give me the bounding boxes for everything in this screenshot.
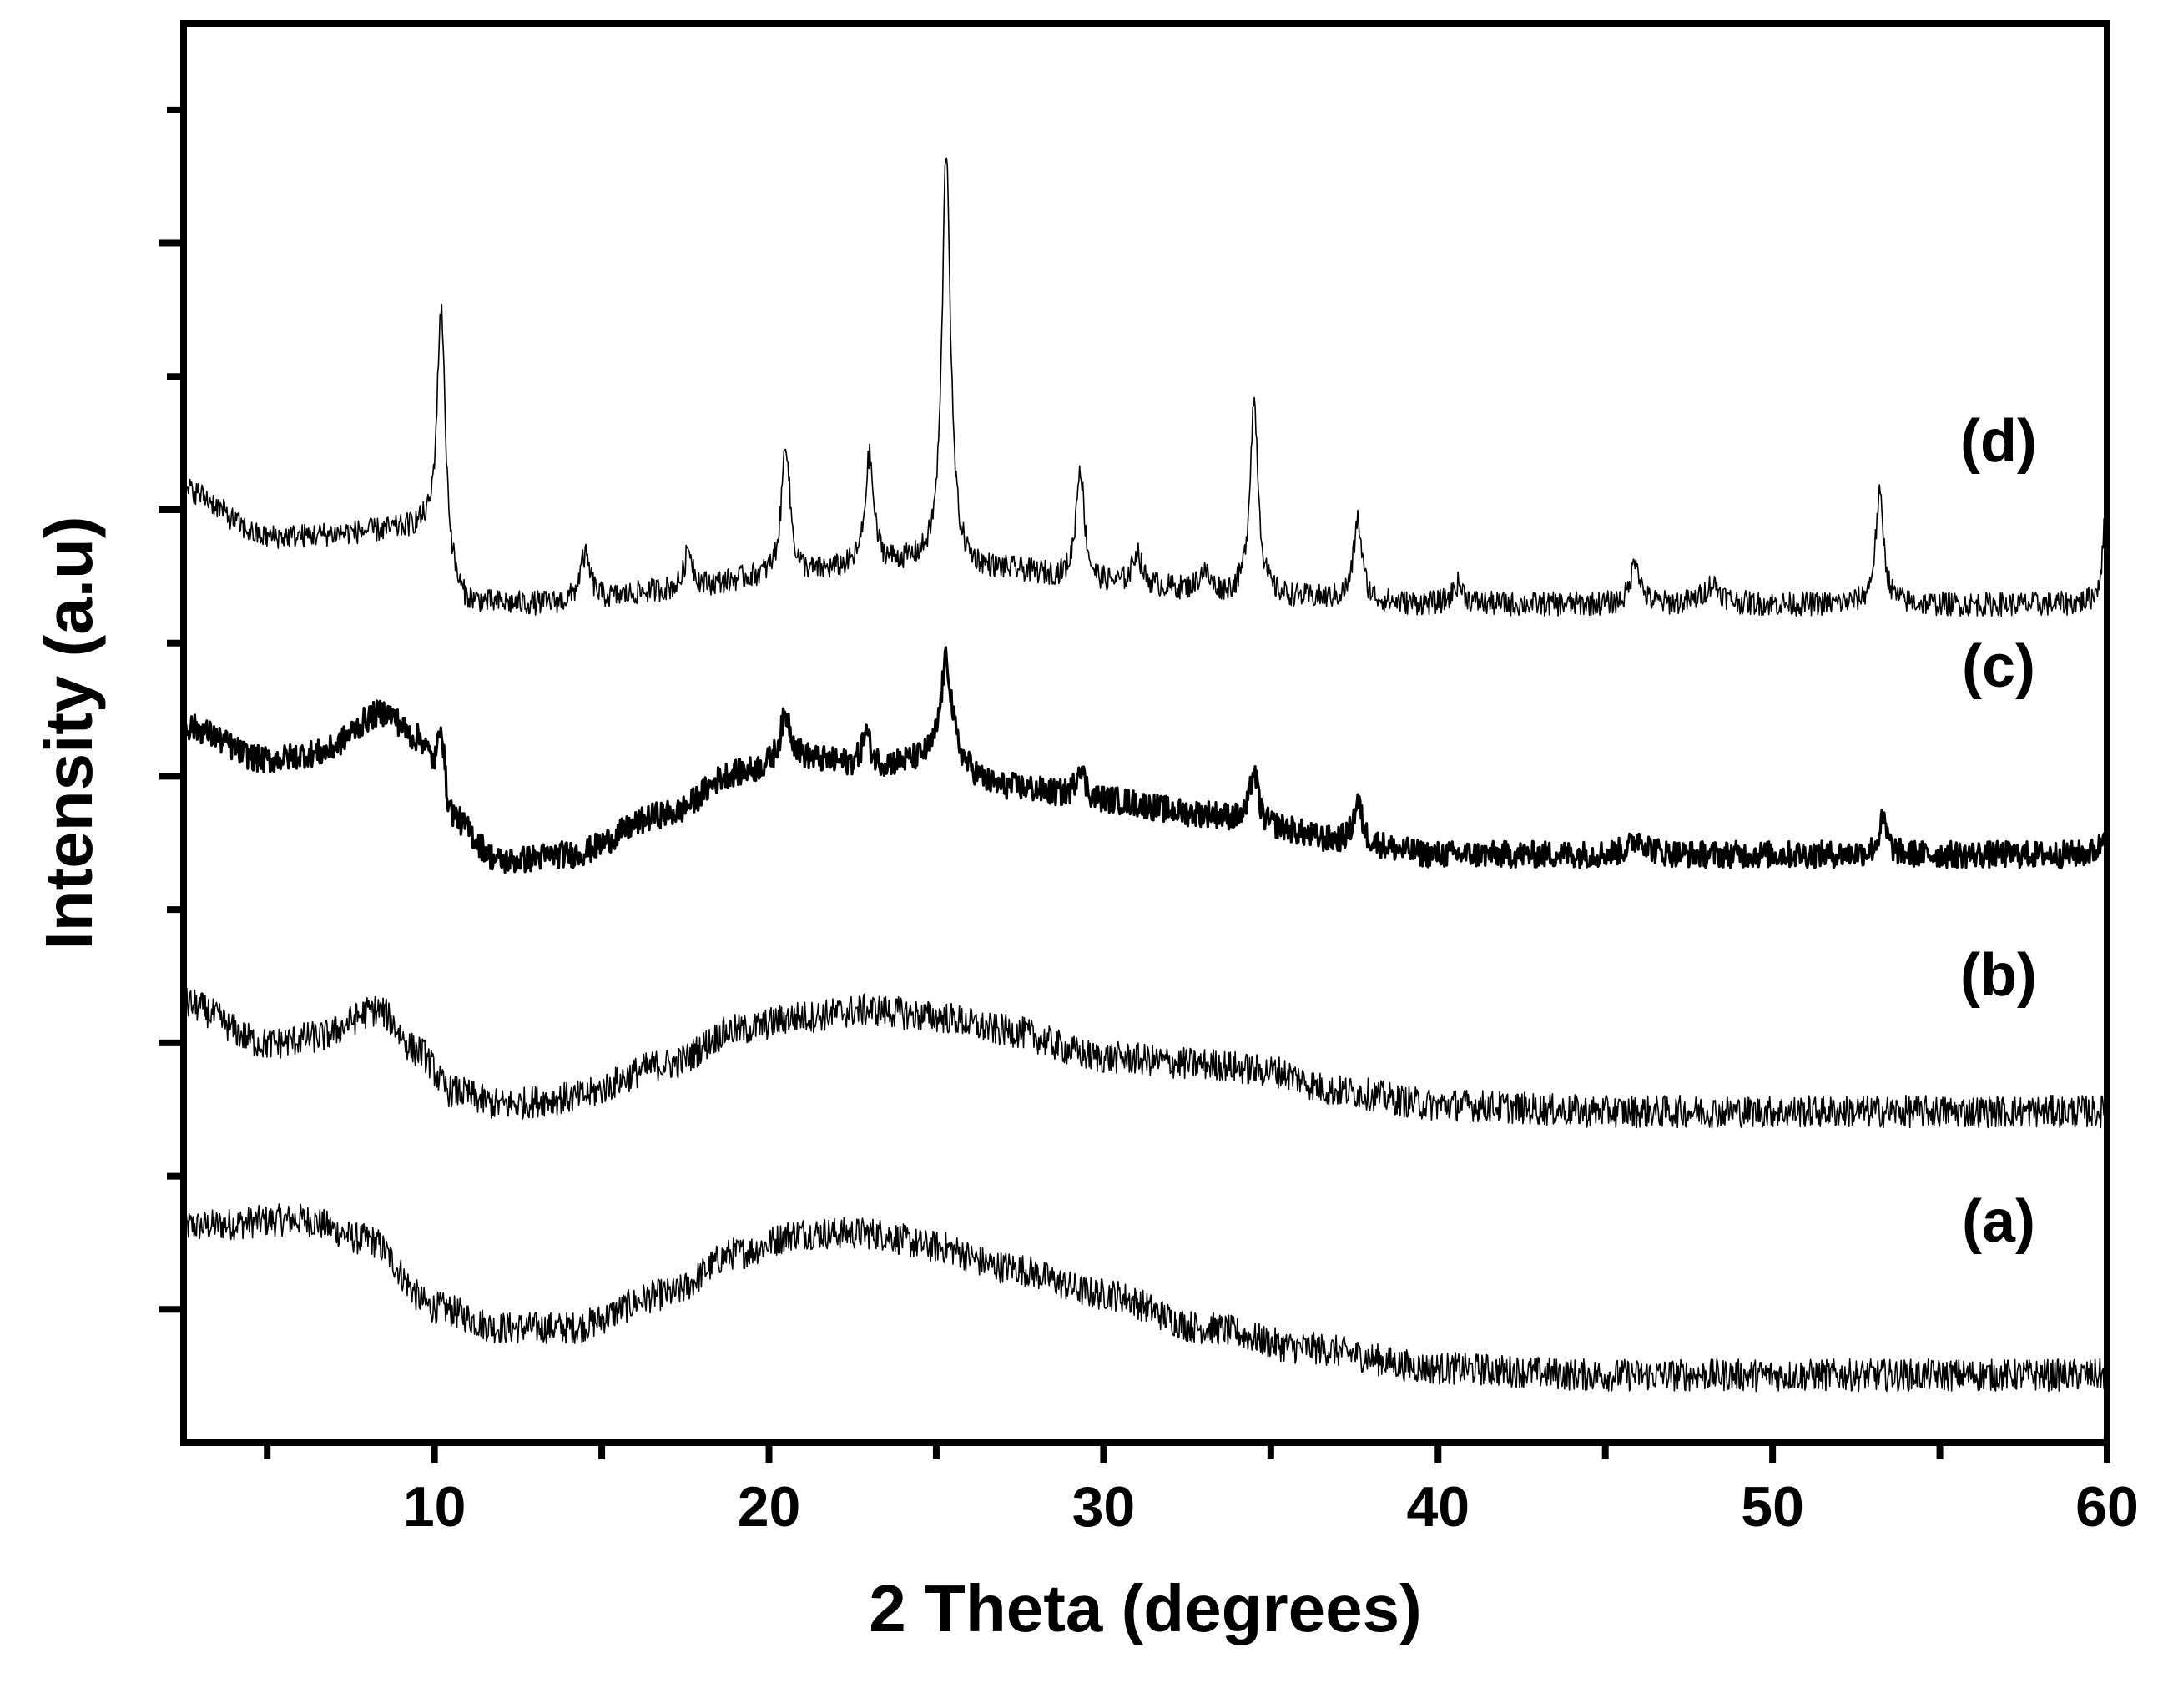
x-tick-label: 50 <box>1741 1475 1804 1539</box>
x-tick-label: 30 <box>1072 1475 1136 1539</box>
series-label-b: (b) <box>1960 942 2037 1009</box>
series-label-a: (a) <box>1962 1188 2035 1255</box>
x-axis-title: 2 Theta (degrees) <box>869 1571 1421 1645</box>
x-tick-label: 60 <box>2075 1475 2139 1539</box>
series-line-a <box>183 1203 2108 1393</box>
series-label-c: (c) <box>1962 633 2035 700</box>
x-tick-label: 10 <box>403 1475 466 1539</box>
series-line-b <box>183 987 2108 1129</box>
series-line-c <box>182 646 2109 874</box>
label-layer: (a) (b) (c) (d) <box>1960 408 2037 1255</box>
series-line-d <box>183 157 2108 617</box>
series-label-d: (d) <box>1960 408 2037 475</box>
x-tick-label: 20 <box>738 1475 801 1539</box>
tick-layer: 10 20 30 40 50 60 <box>159 106 2139 1539</box>
y-axis-title: Intensity (a.u) <box>32 516 106 950</box>
x-tick-label: 40 <box>1406 1475 1470 1539</box>
series-layer <box>182 157 2109 1393</box>
plot-frame <box>180 20 2110 1446</box>
